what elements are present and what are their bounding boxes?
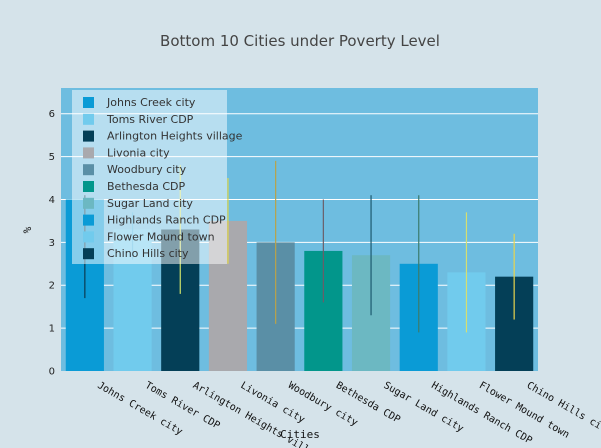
x-tick-label: Sugar Land city xyxy=(382,380,466,435)
legend-swatch xyxy=(83,113,94,125)
legend: Johns Creek city Toms River CDP Arlington … xyxy=(72,90,243,264)
legend-swatch xyxy=(83,147,94,159)
legend-entry[interactable]: Livonia city xyxy=(107,146,170,159)
y-tick-label: 3 xyxy=(49,238,55,249)
y-tick-label: 4 xyxy=(49,195,55,206)
y-tick-label: 1 xyxy=(49,324,55,335)
legend-entry[interactable]: Johns Creek city xyxy=(106,96,196,109)
legend-entry[interactable]: Sugar Land city xyxy=(107,197,193,210)
legend-entry[interactable]: Highlands Ranch CDP xyxy=(107,214,226,227)
x-axis-label: Cities xyxy=(280,428,320,441)
legend-entry[interactable]: Flower Mound town xyxy=(107,230,215,243)
legend-box xyxy=(72,90,227,264)
y-tick-label: 5 xyxy=(49,152,55,163)
legend-entry[interactable]: Toms River CDP xyxy=(106,113,194,126)
legend-entry[interactable]: Bethesda CDP xyxy=(107,180,185,193)
legend-entry[interactable]: Arlington Heights village xyxy=(107,130,243,143)
legend-swatch xyxy=(83,248,94,260)
legend-swatch xyxy=(83,214,94,226)
legend-entry[interactable]: Woodbury city xyxy=(107,163,187,176)
legend-swatch xyxy=(83,181,94,192)
legend-swatch xyxy=(83,130,94,142)
chart-title: Bottom 10 Cities under Poverty Level xyxy=(160,32,440,50)
legend-swatch xyxy=(83,197,94,209)
legend-swatch xyxy=(83,164,94,176)
y-tick-label: 2 xyxy=(49,281,55,292)
y-tick-label: 6 xyxy=(49,109,55,120)
y-tick-label: 0 xyxy=(49,367,55,378)
legend-entry[interactable]: Chino Hills city xyxy=(107,247,189,260)
y-axis-label: % xyxy=(21,226,34,233)
legend-swatch xyxy=(83,97,94,108)
y-axis-ticks: 0 1 2 3 4 5 6 xyxy=(49,109,55,377)
legend-swatch xyxy=(83,231,94,243)
x-tick-label: Johns Creek city xyxy=(95,380,184,438)
